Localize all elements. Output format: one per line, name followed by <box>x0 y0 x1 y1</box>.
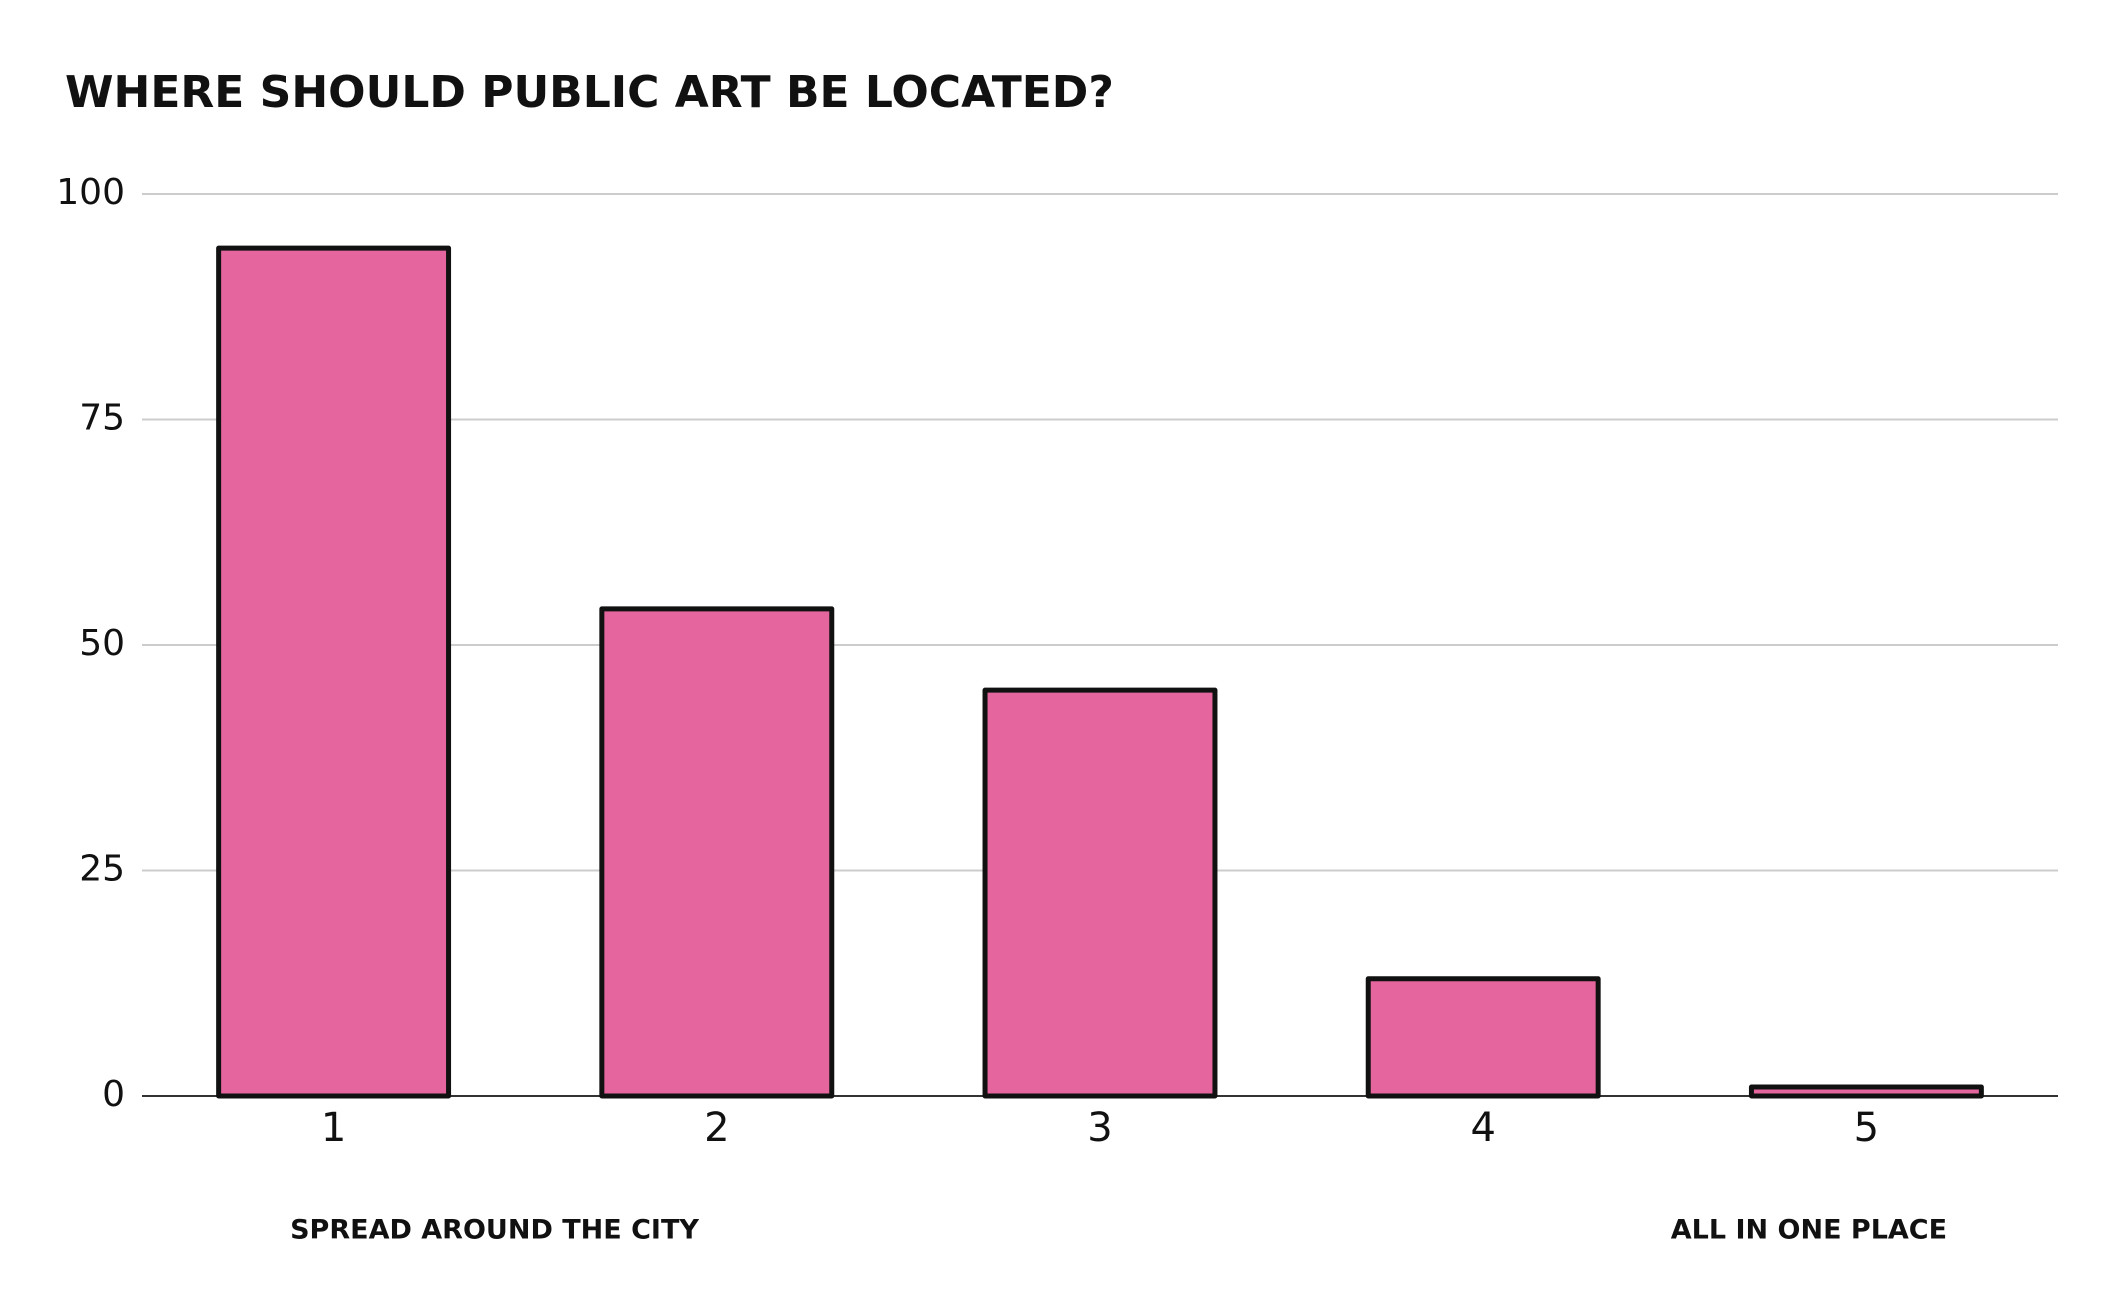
x-tick-label: 3 <box>1087 1105 1112 1151</box>
bar <box>599 606 835 1099</box>
y-tick-label: 50 <box>79 623 125 664</box>
x-tick-label: 4 <box>1470 1105 1495 1151</box>
chart-title: WHERE SHOULD PUBLIC ART BE LOCATED? <box>65 67 1114 118</box>
bar <box>216 245 452 1099</box>
y-tick-label: 0 <box>102 1074 125 1115</box>
annotation: ALL IN ONE PLACE <box>1671 1215 1947 1246</box>
bar <box>1748 1084 1984 1099</box>
x-tick-label: 1 <box>321 1105 346 1151</box>
bar <box>982 687 1218 1099</box>
annotation: SPREAD AROUND THE CITY <box>290 1215 699 1246</box>
bar <box>1365 976 1601 1099</box>
y-tick-label: 25 <box>79 849 125 890</box>
y-tick-label: 75 <box>79 398 125 439</box>
x-tick-label: 2 <box>704 1105 729 1151</box>
x-tick-label: 5 <box>1854 1105 1879 1151</box>
y-tick-label: 100 <box>56 172 125 213</box>
